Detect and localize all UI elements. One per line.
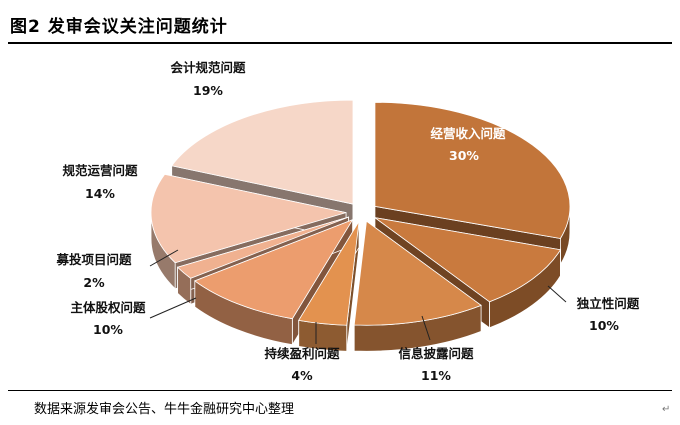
leader-line [149, 297, 197, 319]
slice-labels: 经营收入问题 30% 独立性问题 10% 信息披露问题 11% 持续盈利问题 4… [55, 60, 639, 383]
source-note: 数据来源发审会公告、牛牛金融研究中心整理 [34, 402, 295, 417]
slice-percent-label: 10% [589, 318, 619, 333]
slice-name-label: 信息披露问题 [398, 346, 474, 361]
figure-title: 图2 发审会议关注问题统计 [10, 17, 228, 37]
leader-lines [149, 249, 567, 344]
title-rule [8, 42, 672, 44]
slice-percent-label: 4% [291, 368, 313, 383]
pie-slice [194, 218, 354, 320]
pie-slice [298, 221, 360, 326]
slice-percent-label: 19% [193, 83, 223, 98]
pie-slice [171, 99, 354, 205]
slice-name-label: 主体股权问题 [70, 300, 146, 315]
pie-slice [353, 220, 482, 326]
paragraph-mark: ↵ [662, 404, 671, 415]
slice-percent-label: 10% [93, 322, 123, 337]
slice-name-label: 募投项目问题 [55, 252, 132, 267]
pie-slices-3d [150, 99, 571, 352]
leader-line [149, 249, 179, 267]
slice-name-label: 独立性问题 [576, 296, 640, 311]
slice-percent-label: 2% [83, 275, 105, 290]
slice-name-label: 经营收入问题 [430, 126, 506, 141]
slice-percent-label: 11% [421, 368, 451, 383]
pie-slice [374, 101, 571, 239]
slice-name-label: 持续盈利问题 [264, 346, 340, 361]
pie-slice [176, 216, 349, 279]
slice-name-label: 规范运营问题 [62, 163, 138, 178]
leader-line [421, 315, 431, 341]
slice-percent-label: 30% [449, 148, 479, 163]
slice-name-label: 会计规范问题 [170, 60, 246, 75]
pie-slice [150, 173, 347, 264]
footer-rule [8, 390, 672, 391]
slice-percent-label: 14% [85, 186, 115, 201]
pie-slice [374, 217, 562, 303]
leader-line [547, 285, 567, 303]
